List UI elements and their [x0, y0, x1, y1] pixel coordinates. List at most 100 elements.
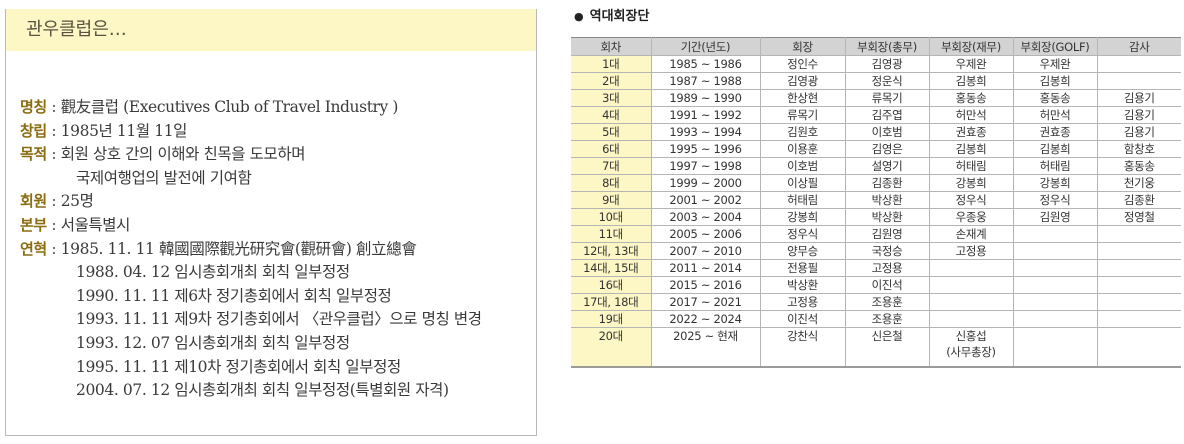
info-label: 목적 — [20, 145, 47, 164]
table-cell: 박상환 — [844, 208, 930, 226]
panel-title: 관우클럽은… — [6, 9, 536, 51]
past-presidents-table: 회차 기간(년도) 회장 부회장(총무) 부회장(재무) 부회장(GOLF) 감사 1대 19… — [571, 37, 1181, 368]
table-cell: 류목기 — [759, 106, 846, 124]
info-separator: : — [46, 239, 61, 258]
table-cell: 박상환 — [759, 276, 846, 294]
info-value: 25명 — [60, 192, 94, 211]
info-row-founded: 창립 : 1985년 11월 11일 — [20, 120, 482, 144]
table-cell: 1993 ~ 1994 — [650, 123, 761, 141]
table-cell: 정우식 — [1012, 191, 1098, 209]
info-separator: : — [46, 145, 61, 164]
info-value: 서울특별시 — [60, 215, 131, 234]
info-value: 觀友클럽 (Executives Club of Travel Industry… — [60, 98, 399, 116]
info-label: 명칭 — [20, 98, 47, 116]
table-cell: 강찬식 — [759, 327, 846, 368]
table-cell: 2003 ~ 2004 — [650, 208, 761, 226]
table-cell — [928, 259, 1014, 277]
table-cell: 류목기 — [844, 89, 930, 107]
table-cell: 허만석 — [1012, 106, 1098, 124]
table-cell: 강봉희 — [1012, 174, 1098, 192]
table-cell: 1995 ~ 1996 — [650, 140, 761, 158]
table-cell — [1096, 225, 1181, 243]
table-cell — [1012, 310, 1098, 328]
table-cell: 김영광 — [844, 55, 930, 73]
generation-cell: 5대 — [571, 123, 652, 141]
table-row: 8대 1999 ~ 2000 이상필 김종환 강봉희 강봉희 천기웅 — [571, 174, 1181, 192]
table-cell — [1096, 55, 1181, 73]
table-cell: 설영기 — [844, 157, 930, 175]
table-row: 19대 2022 ~ 2024 이진석 조용훈 — [571, 310, 1181, 328]
info-label: 본부 — [20, 215, 47, 234]
club-info-list: 명칭 : 觀友클럽 (Executives Club of Travel Ind… — [20, 96, 482, 403]
info-row-name: 명칭 : 觀友클럽 (Executives Club of Travel Ind… — [20, 96, 482, 120]
history-entry: 1995. 11. 11 제10차 정기총회에서 회칙 일부정정 — [76, 357, 401, 376]
info-row-members: 회원 : 25명 — [20, 190, 482, 214]
table-cell: 전용필 — [759, 259, 846, 277]
generation-cell: 8대 — [571, 174, 652, 192]
table-cell: 김봉희 — [928, 140, 1014, 158]
generation-cell: 7대 — [571, 157, 652, 175]
history-entry: 1990. 11. 11 제6차 정기총회에서 회칙 일부정정 — [76, 286, 392, 305]
table-cell: 정운식 — [844, 72, 930, 90]
table-cell: 김영광 — [759, 72, 846, 90]
table-cell — [1096, 310, 1181, 328]
info-row-headquarters: 본부 : 서울특별시 — [20, 214, 482, 238]
generation-cell: 6대 — [571, 140, 652, 158]
column-header: 감사 — [1096, 37, 1181, 56]
column-header: 부회장(재무) — [928, 37, 1014, 56]
table-cell: 1987 ~ 1988 — [650, 72, 761, 90]
generation-cell: 1대 — [571, 55, 652, 73]
table-cell: 정인수 — [759, 55, 846, 73]
table-cell: 이호범 — [759, 157, 846, 175]
info-separator: : — [46, 98, 61, 116]
table-row: 10대 2003 ~ 2004 강봉희 박상환 우종웅 김원영 정영철 — [571, 208, 1181, 226]
table-row: 7대 1997 ~ 1998 이호범 설영기 허태림 허태림 홍동송 — [571, 157, 1181, 175]
table-cell: 홍동송 — [1096, 157, 1181, 175]
info-row-purpose: 목적 : 회원 상호 간의 이해와 친목을 도모하며 — [20, 143, 482, 167]
table-cell: 우제완 — [928, 55, 1014, 73]
table-cell — [928, 276, 1014, 294]
table-row: 4대 1991 ~ 1992 류목기 김주엽 허만석 허만석 김용기 — [571, 106, 1181, 124]
table-cell — [1096, 327, 1181, 368]
table-cell: 2007 ~ 2010 — [650, 242, 761, 260]
table-row: 9대 2001 ~ 2002 허태림 박상환 정우식 정우식 김종환 — [571, 191, 1181, 209]
table-cell: 신은철 — [844, 327, 930, 368]
column-header: 회장 — [759, 37, 846, 56]
table-cell: 2011 ~ 2014 — [650, 259, 761, 277]
generation-cell: 9대 — [571, 191, 652, 209]
table-cell — [1012, 242, 1098, 260]
table-row: 12대, 13대 2007 ~ 2010 양무승 국정승 고정용 — [571, 242, 1181, 260]
table-cell: 고정용 — [759, 293, 846, 311]
table-cell — [1012, 327, 1098, 368]
club-info-panel: 관우클럽은… — [5, 9, 537, 436]
table-row: 17대, 18대 2017 ~ 2021 고정용 조용훈 — [571, 293, 1181, 311]
table-cell — [1012, 293, 1098, 311]
info-separator: : — [46, 121, 61, 140]
table-cell: 손재계 — [928, 225, 1014, 243]
table-cell — [1012, 225, 1098, 243]
generation-cell: 20대 — [571, 327, 652, 368]
table-cell: 허태림 — [1012, 157, 1098, 175]
table-cell: 천기웅 — [1096, 174, 1181, 192]
table-cell: 조용훈 — [844, 310, 930, 328]
column-header: 부회장(총무) — [844, 37, 930, 56]
table-cell: 김영은 — [844, 140, 930, 158]
info-row-history: 연혁 : 1985. 11. 11 韓國國際觀光研究會(觀研會) 創立總會 — [20, 238, 482, 262]
table-cell — [1012, 276, 1098, 294]
table-cell — [928, 293, 1014, 311]
table-cell: 신홍섭 (사무총장) — [928, 327, 1014, 368]
table-cell: 김봉희 — [928, 72, 1014, 90]
table-cell: 정영철 — [1096, 208, 1181, 226]
table-header-row: 회차 기간(년도) 회장 부회장(총무) 부회장(재무) 부회장(GOLF) 감사 — [571, 37, 1181, 56]
table-cell: 2022 ~ 2024 — [650, 310, 761, 328]
table-cell: 양무승 — [759, 242, 846, 260]
generation-cell: 10대 — [571, 208, 652, 226]
table-cell: 김봉희 — [1012, 140, 1098, 158]
info-value: 회원 상호 간의 이해와 친목을 도모하며 — [60, 145, 306, 164]
table-cell: 김용기 — [1096, 123, 1181, 141]
table-cell: 2017 ~ 2021 — [650, 293, 761, 311]
column-header: 기간(년도) — [650, 37, 761, 56]
table-cell: 권효종 — [1012, 123, 1098, 141]
table-row: 16대 2015 ~ 2016 박상환 이진석 — [571, 276, 1181, 294]
table-cell: 김봉희 — [1012, 72, 1098, 90]
